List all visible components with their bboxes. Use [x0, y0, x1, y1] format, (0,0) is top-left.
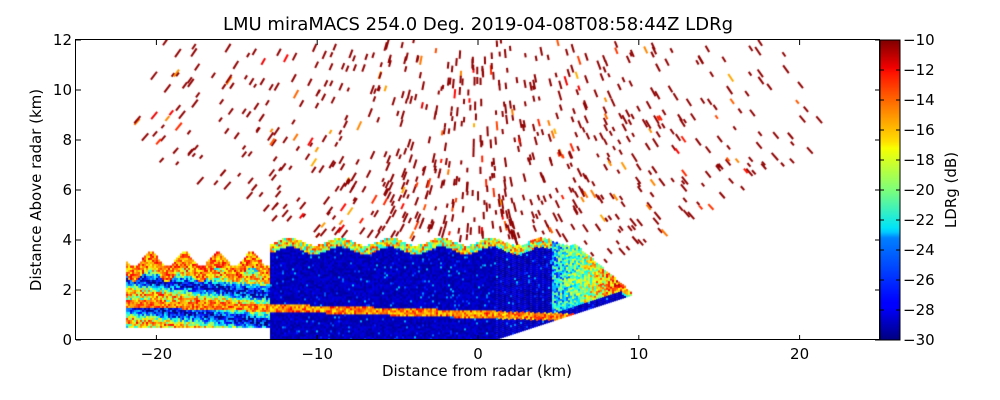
- y-tick-label: 4: [62, 231, 72, 249]
- colorbar-label: LDRg (dB): [942, 152, 960, 228]
- colorbar-tick-label: −30: [903, 331, 935, 349]
- colorbar-tick-label: −20: [903, 181, 935, 199]
- x-tick-label: 0: [473, 345, 483, 363]
- y-tick-label: 12: [53, 31, 72, 49]
- y-axis-label: Distance Above radar (km): [27, 89, 45, 291]
- radar-ldr-field: [76, 40, 880, 340]
- y-tick-label: 6: [62, 181, 72, 199]
- colorbar-tick-label: −28: [903, 301, 935, 319]
- y-tick-label: 2: [62, 281, 72, 299]
- x-tick-label: −20: [141, 345, 173, 363]
- colorbar-tick-label: −22: [903, 211, 935, 229]
- colorbar-tick-label: −24: [903, 241, 935, 259]
- x-tick-label: −10: [301, 345, 333, 363]
- x-tick-label: 20: [790, 345, 809, 363]
- colorbar: −10 −12 −14 −16 −18 −20 −22 −24 −26 −28 −30 LDRg (…: [879, 31, 960, 349]
- y-axis-ticks: 0 2 4 6 8 10 12: [53, 31, 880, 349]
- x-axis-ticks: −20 −10 0 10 20: [141, 40, 809, 363]
- colorbar-tick-label: −26: [903, 271, 935, 289]
- colorbar-tick-label: −12: [903, 61, 935, 79]
- y-tick-label: 0: [62, 331, 72, 349]
- x-tick-label: 10: [629, 345, 648, 363]
- y-tick-label: 10: [53, 81, 72, 99]
- plot-frame: [75, 39, 880, 340]
- colorbar-tick-label: −14: [903, 91, 935, 109]
- x-axis-label: Distance from radar (km): [382, 362, 572, 380]
- colorbar-tick-label: −18: [903, 151, 935, 169]
- chart-title: LMU miraMACS 254.0 Deg. 2019-04-08T08:58…: [222, 14, 734, 35]
- colorbar-tick-label: −16: [903, 121, 935, 139]
- y-tick-label: 8: [62, 131, 72, 149]
- colorbar-ticks: −10 −12 −14 −16 −18 −20 −22 −24 −26 −28 −30: [880, 31, 935, 349]
- colorbar-tick-label: −10: [903, 31, 935, 49]
